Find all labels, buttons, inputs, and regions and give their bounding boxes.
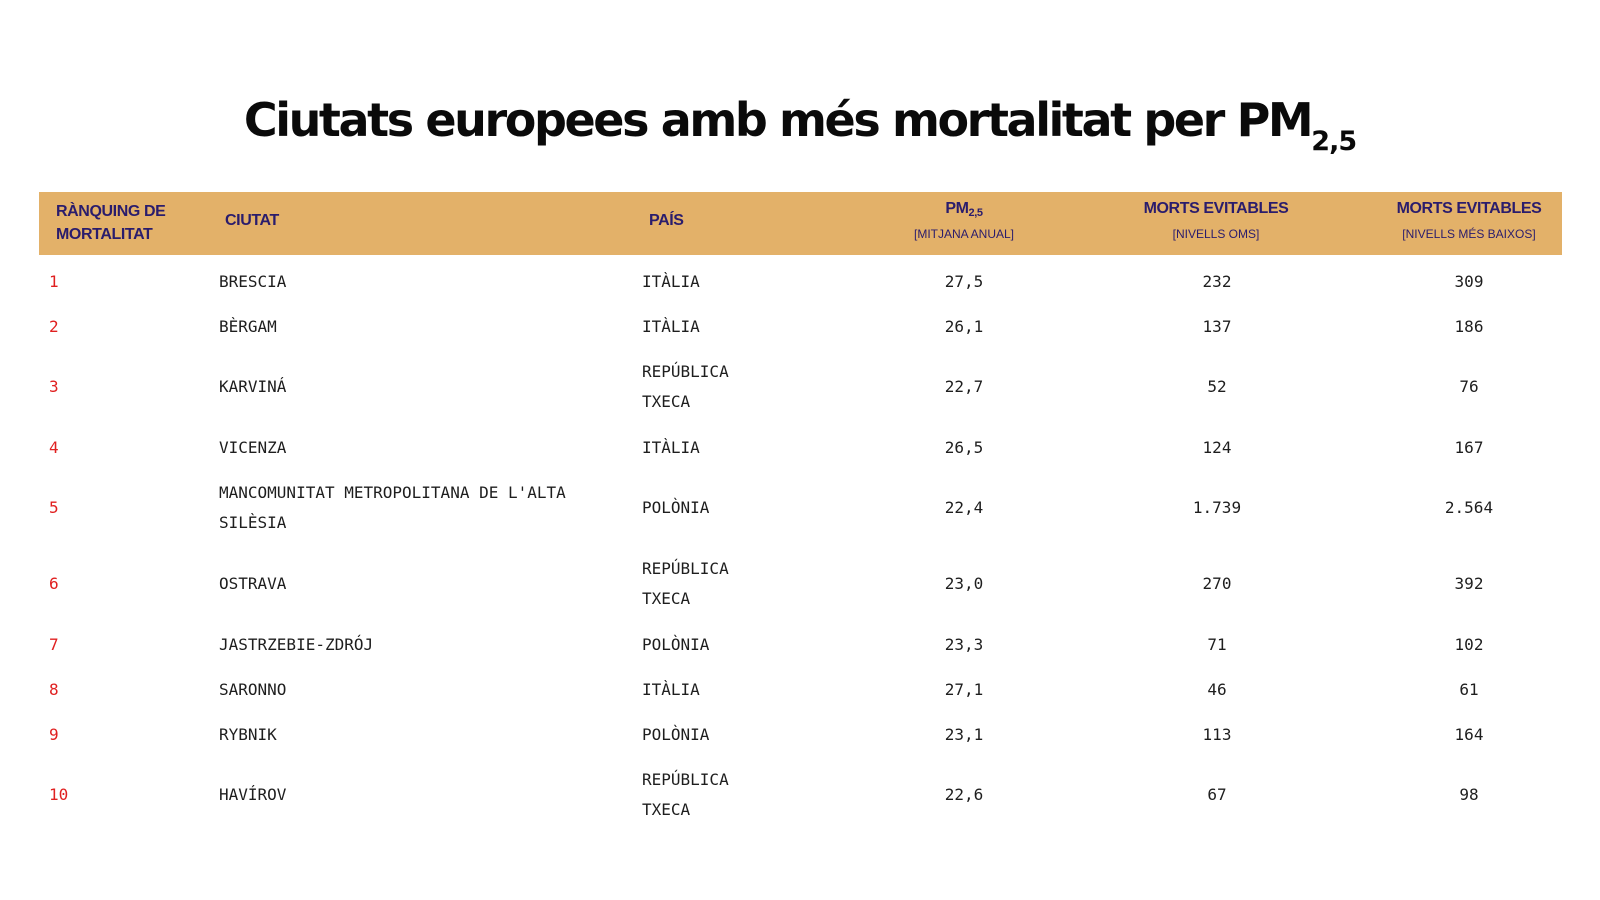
pm-cell: 23,0 bbox=[944, 574, 984, 593]
deaths-who-cell: 124 bbox=[1202, 437, 1232, 457]
city-cell: OSTRAVA bbox=[219, 574, 287, 593]
country-cell: ITÀLIA bbox=[642, 271, 700, 291]
pm-cell: 27,5 bbox=[944, 271, 984, 291]
city-cell: JASTRZEBIE-ZDRÓJ bbox=[219, 634, 374, 654]
table-row: 4 VICENZA ITÀLIA 26,5 124 167 bbox=[39, 425, 1562, 470]
deaths-low-cell: 309 bbox=[1454, 271, 1484, 291]
deaths-who-cell: 52 bbox=[1207, 377, 1227, 396]
header-deaths-low: MORTS EVITABLES [NIVELLS MÉS BAIXOS] bbox=[1349, 198, 1589, 241]
header-deaths-who: MORTS EVITABLES [NIVELLS OMS] bbox=[1096, 198, 1336, 241]
deaths-who-cell: 71 bbox=[1207, 634, 1227, 654]
header-deaths-low-note: [NIVELLS MÉS BAIXOS] bbox=[1402, 227, 1536, 241]
pm-cell: 27,1 bbox=[944, 679, 984, 699]
table-row: 8 SARONNO ITÀLIA 27,1 46 61 bbox=[39, 667, 1562, 712]
deaths-who-cell: 46 bbox=[1207, 679, 1227, 699]
rank-cell: 3 bbox=[49, 377, 59, 396]
pm-cell: 26,5 bbox=[944, 437, 984, 457]
deaths-low-cell: 2.564 bbox=[1444, 498, 1494, 517]
rank-cell: 7 bbox=[49, 634, 59, 654]
deaths-who-cell: 67 bbox=[1207, 785, 1227, 804]
header-country: PAÍS bbox=[649, 212, 684, 229]
deaths-low-cell: 167 bbox=[1454, 437, 1484, 457]
deaths-low-cell: 186 bbox=[1454, 316, 1484, 336]
city-cell: VICENZA bbox=[219, 437, 287, 457]
rank-cell: 1 bbox=[49, 271, 59, 291]
country-cell: POLÒNIA bbox=[642, 634, 710, 654]
city-cell: HAVÍROV bbox=[219, 785, 287, 804]
deaths-who-cell: 232 bbox=[1202, 271, 1232, 291]
table-row: 10 HAVÍROV REPÚBLICA TXECA 22,6 67 98 bbox=[39, 757, 1562, 833]
table-row: 1 BRESCIA ITÀLIA 27,5 232 309 bbox=[39, 259, 1562, 304]
header-rank: RÀNQUING DE MORTALITAT bbox=[56, 203, 166, 243]
city-cell: KARVINÁ bbox=[219, 377, 287, 396]
deaths-low-cell: 76 bbox=[1459, 377, 1479, 396]
pm-cell: 22,7 bbox=[944, 377, 984, 396]
country-cell: POLÒNIA bbox=[642, 724, 710, 744]
table-body: 1 BRESCIA ITÀLIA 27,5 232 309 2 BÈRGAM I… bbox=[39, 259, 1562, 833]
title-main: Ciutats europees amb més mortalitat per … bbox=[243, 92, 1314, 147]
header-pm-note: [MITJANA ANUAL] bbox=[913, 227, 1015, 241]
header-pm-subscript: 2,5 bbox=[968, 207, 983, 219]
deaths-who-cell: 270 bbox=[1202, 574, 1232, 593]
pm-cell: 22,6 bbox=[944, 785, 984, 804]
pm-cell: 23,1 bbox=[944, 724, 984, 744]
rank-cell: 8 bbox=[49, 679, 59, 699]
deaths-who-cell: 1.739 bbox=[1192, 498, 1242, 517]
header-pm-label: PM bbox=[945, 200, 969, 217]
rank-cell: 9 bbox=[49, 724, 59, 744]
country-cell: REPÚBLICA TXECA bbox=[642, 362, 729, 411]
page-title: Ciutats europees amb més mortalitat per … bbox=[0, 92, 1600, 155]
rank-cell: 2 bbox=[49, 316, 59, 336]
city-cell: SARONNO bbox=[219, 679, 287, 699]
country-cell: POLÒNIA bbox=[642, 498, 710, 517]
deaths-low-cell: 102 bbox=[1454, 634, 1484, 654]
country-cell: ITÀLIA bbox=[642, 679, 700, 699]
header-deaths-low-label: MORTS EVITABLES bbox=[1396, 200, 1542, 217]
country-cell: ITÀLIA bbox=[642, 316, 700, 336]
rank-cell: 10 bbox=[49, 785, 69, 804]
table-row: 6 OSTRAVA REPÚBLICA TXECA 23,0 270 392 bbox=[39, 546, 1562, 622]
rank-cell: 4 bbox=[49, 437, 59, 457]
pm-cell: 23,3 bbox=[944, 634, 984, 654]
country-cell: REPÚBLICA TXECA bbox=[642, 770, 729, 819]
table-row: 7 JASTRZEBIE-ZDRÓJ POLÒNIA 23,3 71 102 bbox=[39, 622, 1562, 667]
country-cell: REPÚBLICA TXECA bbox=[642, 559, 729, 608]
deaths-who-cell: 113 bbox=[1202, 724, 1232, 744]
pm-cell: 26,1 bbox=[944, 316, 984, 336]
table-row: 9 RYBNIK POLÒNIA 23,1 113 164 bbox=[39, 712, 1562, 757]
header-deaths-who-label: MORTS EVITABLES bbox=[1143, 200, 1289, 217]
header-city: CIUTAT bbox=[225, 212, 279, 229]
ranking-table: RÀNQUING DE MORTALITAT CIUTAT PAÍS PM2,5… bbox=[39, 192, 1562, 833]
city-cell: MANCOMUNITAT METROPOLITANA DE L'ALTA SIL… bbox=[219, 483, 566, 532]
header-deaths-who-note: [NIVELLS OMS] bbox=[1172, 227, 1260, 241]
header-pm: PM2,5 [MITJANA ANUAL] bbox=[844, 198, 1084, 241]
city-cell: BÈRGAM bbox=[219, 316, 277, 336]
rank-cell: 6 bbox=[49, 574, 59, 593]
city-cell: RYBNIK bbox=[219, 724, 277, 744]
table-row: 3 KARVINÁ REPÚBLICA TXECA 22,7 52 76 bbox=[39, 349, 1562, 425]
title-subscript: 2,5 bbox=[1311, 125, 1357, 157]
deaths-low-cell: 392 bbox=[1454, 574, 1484, 593]
deaths-who-cell: 137 bbox=[1202, 316, 1232, 336]
table-row: 2 BÈRGAM ITÀLIA 26,1 137 186 bbox=[39, 304, 1562, 349]
pm-cell: 22,4 bbox=[944, 498, 984, 517]
deaths-low-cell: 61 bbox=[1459, 679, 1479, 699]
rank-cell: 5 bbox=[49, 498, 59, 517]
table-header: RÀNQUING DE MORTALITAT CIUTAT PAÍS PM2,5… bbox=[39, 192, 1562, 255]
country-cell: ITÀLIA bbox=[642, 437, 700, 457]
table-row: 5 MANCOMUNITAT METROPOLITANA DE L'ALTA S… bbox=[39, 470, 1562, 546]
deaths-low-cell: 164 bbox=[1454, 724, 1484, 744]
deaths-low-cell: 98 bbox=[1459, 785, 1479, 804]
city-cell: BRESCIA bbox=[219, 271, 287, 291]
